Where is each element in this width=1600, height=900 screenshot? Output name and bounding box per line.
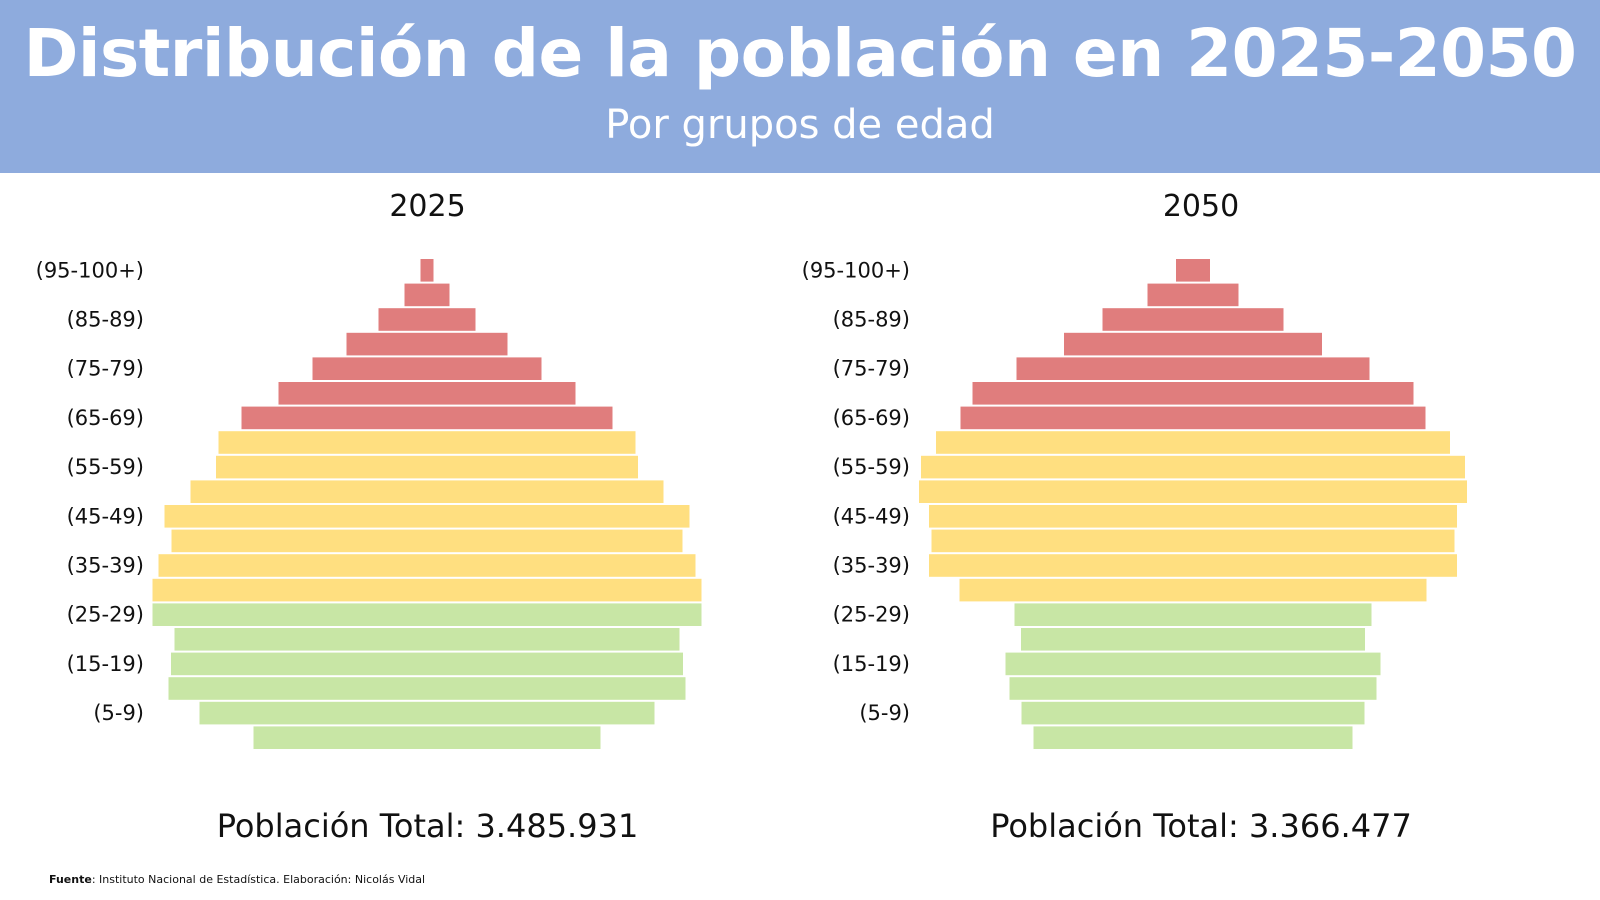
- bar-15-to-19: [171, 652, 683, 676]
- page-subtitle: Por grupos de edad: [605, 102, 995, 148]
- bar-95-to-100: [420, 259, 434, 282]
- axis-tick-label: (55-59): [67, 455, 144, 479]
- header-banner: Distribución de la población en 2025-205…: [0, 0, 1600, 173]
- bar-25-to-29: [1014, 603, 1372, 626]
- bar-75-to-79: [1016, 357, 1370, 380]
- bar-30-to-34: [152, 578, 702, 602]
- bar-90-to-94: [1147, 283, 1239, 307]
- pyramid-panel-2025: 2025 (95-100+) (85-89) (75-79) (65-69) (55-5…: [0, 173, 800, 873]
- bar-70-to-74: [972, 382, 1414, 405]
- pyramid-chart-2050: (95-100+) (85-89) (75-79) (65-69) (55-59) (45…: [802, 258, 1467, 749]
- axis-tick-label: (35-39): [67, 554, 144, 578]
- axis-tick-label: (45-49): [833, 504, 910, 528]
- bar-50-to-54: [919, 480, 1467, 503]
- bar-60-to-64: [936, 431, 1450, 454]
- total-population-2025: Población Total: 3.485.931: [216, 807, 639, 845]
- axis-tick-label: (55-59): [833, 455, 910, 479]
- bar-25-to-29: [152, 603, 702, 626]
- axis-tick-label: (95-100+): [802, 258, 910, 282]
- axis-tick-label: (75-79): [67, 357, 144, 381]
- bar-60-to-64: [218, 431, 636, 454]
- bar-95-to-100: [1176, 259, 1210, 282]
- bar-35-to-39: [929, 554, 1457, 577]
- axis-tick-label: (5-9): [93, 701, 144, 725]
- axis-tick-label: (85-89): [67, 308, 144, 332]
- bar-15-to-19: [1005, 652, 1381, 676]
- bar-30-to-34: [959, 578, 1427, 602]
- axis-tick-label: (15-19): [67, 652, 144, 676]
- axis-tick-label: (25-29): [67, 603, 144, 627]
- bar-50-to-54: [190, 480, 664, 503]
- bar-80-to-84: [346, 332, 508, 356]
- bar-85-to-89: [1102, 308, 1284, 331]
- bar-40-to-44: [931, 529, 1455, 553]
- source-label: Fuente: [49, 873, 92, 886]
- bar-65-to-69: [960, 406, 1426, 430]
- bar-20-to-24: [1021, 628, 1365, 651]
- axis-tick-label: (75-79): [833, 357, 910, 381]
- bar-45-to-49: [164, 505, 690, 528]
- axis-tick-label: (95-100+): [36, 258, 144, 282]
- axis-tick-label: (45-49): [67, 504, 144, 528]
- bar-0-to-4: [253, 726, 601, 749]
- pyramid-chart-2025: (95-100+) (85-89) (75-79) (65-69) (55-59) (45…: [36, 258, 702, 749]
- bar-65-to-69: [241, 406, 613, 430]
- bar-70-to-74: [278, 382, 576, 405]
- bar-10-to-14: [168, 677, 686, 700]
- axis-tick-label: (35-39): [833, 554, 910, 578]
- bar-0-to-4: [1033, 726, 1353, 749]
- bar-20-to-24: [174, 628, 680, 651]
- bar-5-to-9: [199, 701, 655, 725]
- page-title: Distribución de la población en 2025-205…: [23, 15, 1577, 92]
- axis-tick-label: (5-9): [859, 701, 910, 725]
- total-population-2050: Población Total: 3.366.477: [990, 807, 1412, 845]
- bar-55-to-59: [216, 455, 638, 479]
- bar-85-to-89: [378, 308, 476, 331]
- bar-80-to-84: [1064, 332, 1322, 356]
- bar-5-to-9: [1021, 701, 1365, 725]
- chart-title-2025: 2025: [389, 189, 466, 224]
- bar-35-to-39: [158, 554, 696, 577]
- bar-75-to-79: [312, 357, 542, 380]
- axis-tick-label: (65-69): [67, 406, 144, 430]
- source-text: : Instituto Nacional de Estadística. Ela…: [91, 873, 426, 886]
- axis-tick-label: (65-69): [833, 406, 910, 430]
- axis-tick-label: (15-19): [833, 652, 910, 676]
- bar-90-to-94: [404, 283, 450, 307]
- bar-55-to-59: [921, 455, 1465, 479]
- chart-title-2050: 2050: [1162, 189, 1240, 224]
- axis-tick-label: (25-29): [833, 603, 910, 627]
- axis-tick-label: (85-89): [833, 308, 910, 332]
- pyramid-panel-2050: 2050 (95-100+) (85-89) (75-79) (65-69) (55-5…: [766, 173, 1600, 873]
- bar-40-to-44: [171, 529, 683, 553]
- source-footer: Fuente: Instituto Nacional de Estadístic…: [49, 873, 425, 886]
- bar-45-to-49: [929, 505, 1457, 528]
- bar-10-to-14: [1009, 677, 1377, 700]
